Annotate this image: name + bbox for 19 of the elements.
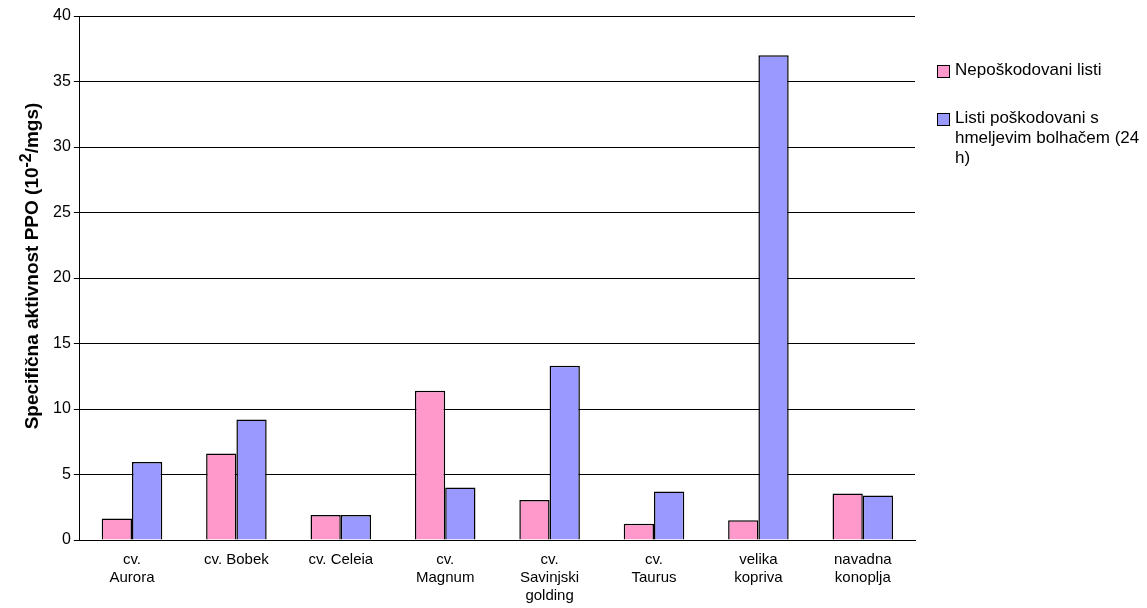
legend-label: Nepoškodovani listi: [955, 60, 1102, 80]
y-tick-label: 35: [53, 71, 71, 89]
y-tick-label: 15: [53, 333, 71, 351]
y-tick-label: 40: [53, 6, 71, 24]
legend-label: Listi poškodovani s hmeljevim bolhačem (24 h): [955, 108, 1141, 168]
y-tick-label: 5: [61, 464, 71, 482]
y-tick-label: 0: [61, 530, 71, 548]
y-tick-label: 25: [53, 202, 71, 220]
x-tick-label: cv. Bobek: [204, 550, 270, 568]
x-tick-label: cv. Aurora: [109, 550, 156, 586]
x-tick-label: velika kopriva: [734, 550, 784, 586]
y-tick-label: 20: [53, 268, 71, 286]
x-tick-label: cv. Celeia: [308, 550, 374, 568]
y-tick-label: 10: [53, 399, 71, 417]
x-tick-label: cv. Taurus: [631, 550, 677, 586]
x-tick-label: cv. Magnum: [416, 550, 475, 586]
x-tick-label: navadna konoplja: [834, 550, 893, 586]
y-tick-label: 30: [53, 137, 71, 155]
x-tick-label: cv. Savinjski golding: [520, 550, 580, 604]
